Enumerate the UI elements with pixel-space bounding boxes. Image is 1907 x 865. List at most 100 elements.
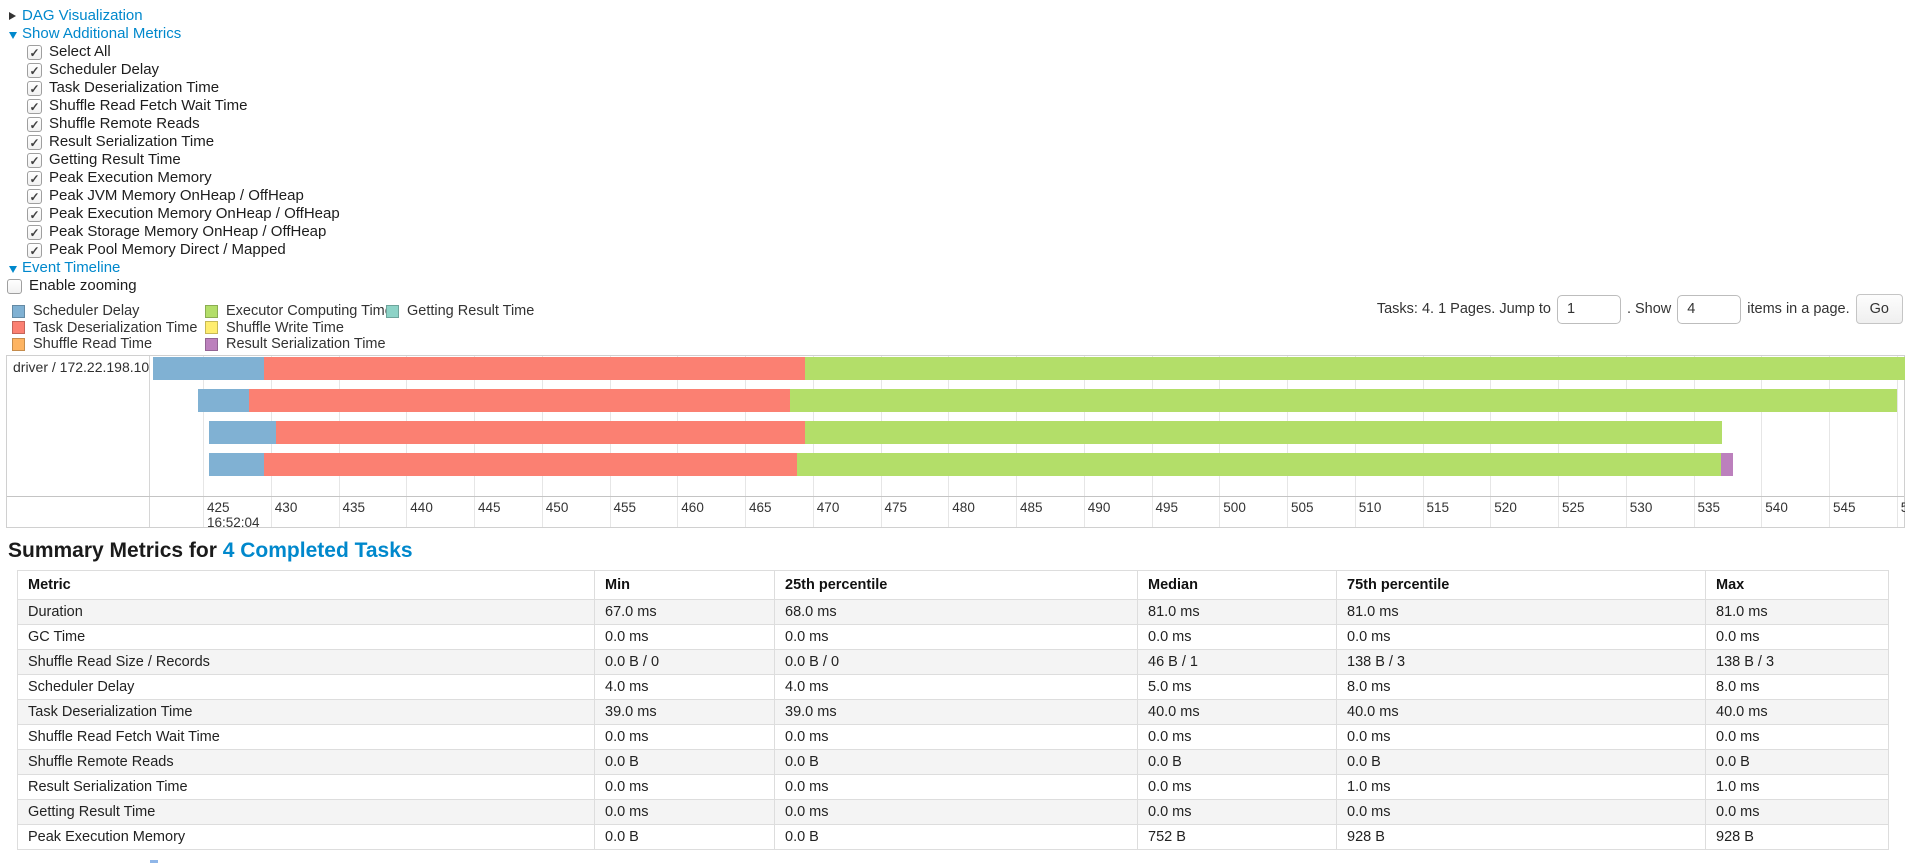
pagination-mid-text: . Show	[1626, 301, 1672, 317]
summary-cell: 138 B / 3	[1336, 649, 1706, 675]
executor-label: driver / 172.22.198.104	[7, 356, 150, 527]
metric-checkbox[interactable]	[27, 80, 42, 96]
metric-checkbox[interactable]	[27, 224, 42, 240]
metric-checkbox[interactable]	[27, 116, 42, 132]
summary-table-row: Peak Execution Memory 0.0 B 0.0 B 752 B 928 …	[17, 824, 1889, 850]
axis-tick-label: 525	[1562, 500, 1585, 515]
summary-cell: 0.0 ms	[1137, 624, 1337, 650]
metric-checkbox[interactable]	[27, 98, 42, 114]
axis-tick-label: 435	[342, 500, 366, 515]
summary-table-row: Duration 67.0 ms 68.0 ms 81.0 ms 81.0 ms 81.0…	[17, 599, 1889, 625]
metric-checkbox-row: Getting Result Time	[9, 151, 340, 169]
axis-time-sublabel: 16:52:04	[207, 515, 260, 527]
metric-checkbox[interactable]	[27, 152, 42, 168]
summary-metrics-title: Summary Metrics for 4 Completed Tasks	[8, 539, 413, 563]
task-segment-task-deserialization[interactable]	[264, 453, 797, 476]
summary-cell: 0.0 ms	[774, 799, 1138, 825]
metric-checkbox[interactable]	[27, 134, 42, 150]
metric-checkbox-row: Task Deserialization Time	[9, 79, 340, 97]
task-segment-scheduler-delay[interactable]	[208, 453, 265, 476]
legend-label: Scheduler Delay	[33, 303, 140, 320]
summary-cell: Scheduler Delay	[17, 674, 595, 700]
go-button[interactable]: Go	[1855, 294, 1903, 324]
metric-checkbox-row: Peak Execution Memory	[9, 169, 340, 187]
legend-item: Getting Result Time	[386, 303, 534, 320]
metric-checkbox-label: Getting Result Time	[49, 151, 181, 168]
summary-col-header: Max	[1705, 570, 1889, 600]
summary-cell: 68.0 ms	[774, 599, 1138, 625]
metric-checkbox[interactable]	[27, 242, 42, 258]
summary-table-header-row: Metric Min 25th percentile Median 75th perce…	[17, 570, 1889, 600]
task-segment-executor-computing[interactable]	[804, 421, 1722, 444]
legend-label: Task Deserialization Time	[33, 319, 198, 336]
enable-zooming-checkbox[interactable]	[7, 278, 22, 294]
axis-tick-label: 480	[952, 500, 975, 515]
task-segment-task-deserialization[interactable]	[249, 389, 790, 412]
task-segment-scheduler-delay[interactable]	[197, 389, 250, 412]
metric-checkbox[interactable]	[27, 206, 42, 222]
summary-table-row: Shuffle Read Fetch Wait Time 0.0 ms 0.0 ms…	[17, 724, 1889, 750]
metric-checkbox-row: Shuffle Remote Reads	[9, 115, 340, 133]
task-segment-executor-computing[interactable]	[804, 357, 1905, 380]
metric-checkbox[interactable]	[27, 188, 42, 204]
summary-col-header: Min	[594, 570, 775, 600]
summary-cell: 1.0 ms	[1705, 774, 1889, 800]
metric-checkbox-label: Select All	[49, 43, 111, 60]
summary-cell: 0.0 B	[594, 824, 775, 850]
metric-checkbox-label: Peak JVM Memory OnHeap / OffHeap	[49, 187, 304, 204]
completed-tasks-link[interactable]: 4 Completed Tasks	[222, 539, 413, 562]
jump-to-page-input[interactable]	[1556, 294, 1621, 324]
metric-checkbox-row: Result Serialization Time	[9, 133, 340, 151]
expanded-arrow-icon	[9, 265, 17, 273]
summary-col-header: 75th percentile	[1336, 570, 1706, 600]
legend-label: Shuffle Read Time	[33, 336, 153, 353]
event-timeline-toggle[interactable]: Event Timeline	[9, 259, 340, 277]
task-segment-scheduler-delay[interactable]	[152, 357, 264, 380]
summary-cell: 0.0 ms	[594, 774, 775, 800]
summary-cell: 0.0 ms	[774, 774, 1138, 800]
summary-cell: Peak Execution Memory	[17, 824, 595, 850]
task-segment-result-serialization[interactable]	[1720, 453, 1733, 476]
items-per-page-input[interactable]	[1677, 294, 1742, 324]
metric-checkbox-row: Peak Storage Memory OnHeap / OffHeap	[9, 223, 340, 241]
legend-label: Result Serialization Time	[226, 336, 386, 353]
task-segment-scheduler-delay[interactable]	[208, 421, 277, 444]
metric-checkbox-label: Peak Pool Memory Direct / Mapped	[49, 241, 286, 258]
expanded-arrow-icon	[9, 31, 17, 39]
task-segment-executor-computing[interactable]	[796, 453, 1721, 476]
axis-tick-label: 465	[749, 500, 772, 515]
show-additional-metrics-link[interactable]: Show Additional Metrics	[22, 25, 182, 42]
summary-cell: 0.0 B	[1705, 749, 1889, 775]
summary-cell: 0.0 ms	[774, 724, 1138, 750]
summary-table-row: Shuffle Remote Reads 0.0 B 0.0 B 0.0 B 0.0 B…	[17, 749, 1889, 775]
summary-cell: 0.0 B	[594, 749, 775, 775]
summary-cell: 0.0 B	[1137, 749, 1337, 775]
event-timeline-link[interactable]: Event Timeline	[22, 259, 121, 276]
metric-checkbox[interactable]	[27, 62, 42, 78]
enable-zooming-row: Enable zooming	[7, 277, 340, 295]
metric-checkbox-row: Shuffle Read Fetch Wait Time	[9, 97, 340, 115]
legend-swatch-icon	[386, 304, 399, 318]
task-segment-task-deserialization[interactable]	[264, 357, 805, 380]
summary-cell: 4.0 ms	[774, 674, 1138, 700]
metric-checkbox-label: Scheduler Delay	[49, 61, 160, 78]
show-additional-metrics-toggle[interactable]: Show Additional Metrics	[9, 25, 340, 43]
axis-gridline	[1896, 356, 1898, 527]
dag-visualization-toggle[interactable]: DAG Visualization	[9, 7, 340, 25]
summary-cell: 40.0 ms	[1336, 699, 1706, 725]
dag-visualization-link[interactable]: DAG Visualization	[22, 7, 143, 24]
summary-cell: 0.0 ms	[1137, 774, 1337, 800]
summary-cell: 0.0 ms	[1705, 724, 1889, 750]
summary-cell: 8.0 ms	[1336, 674, 1706, 700]
summary-cell: 0.0 B	[1336, 749, 1706, 775]
task-segment-executor-computing[interactable]	[789, 389, 1897, 412]
collapsed-arrow-icon	[9, 12, 16, 20]
metric-checkbox[interactable]	[27, 170, 42, 186]
summary-title-prefix: Summary Metrics for	[8, 539, 223, 562]
task-segment-task-deserialization[interactable]	[276, 421, 805, 444]
legend-swatch-icon	[12, 304, 25, 318]
metric-checkbox[interactable]	[27, 44, 42, 60]
timeline-legend: Scheduler Delay Task Deserialization Time…	[12, 303, 534, 353]
axis-tick-label: 510	[1358, 500, 1382, 515]
